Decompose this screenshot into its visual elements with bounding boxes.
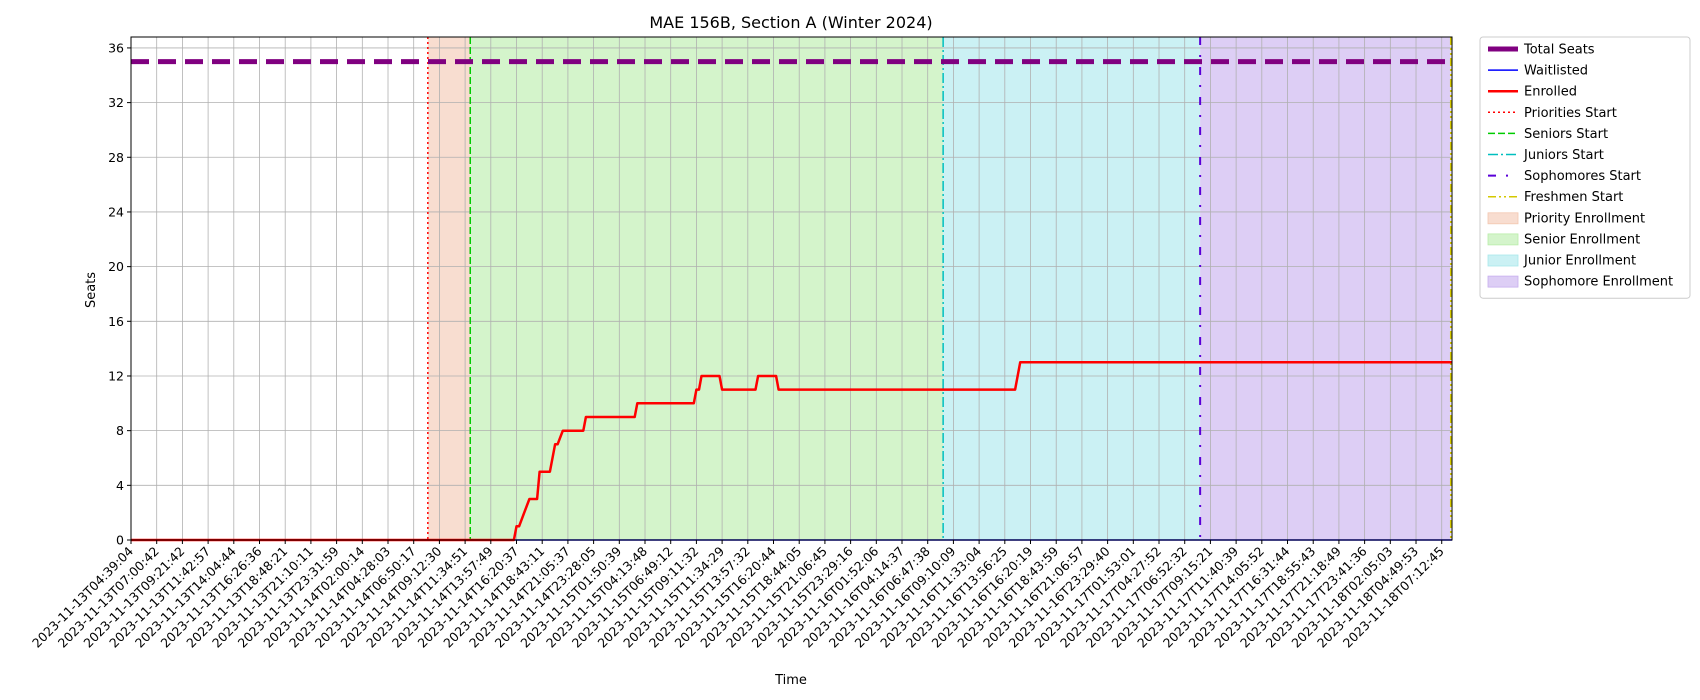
- legend-label-priority-enrollment: Priority Enrollment: [1524, 211, 1645, 226]
- legend-label-enrolled: Enrolled: [1524, 85, 1577, 100]
- legend-swatch-priority-enrollment: [1487, 212, 1519, 225]
- legend-label-sophomore-enrollment: Sophomore Enrollment: [1524, 275, 1673, 290]
- y-tick-label: 8: [116, 423, 124, 438]
- legend-label-senior-enrollment: Senior Enrollment: [1524, 232, 1640, 247]
- y-tick-label: 0: [116, 533, 124, 548]
- legend-label-sophomores-start: Sophomores Start: [1524, 169, 1641, 184]
- region-priority-enrollment: [427, 37, 471, 540]
- y-axis-label: Seats: [84, 272, 99, 308]
- legend-frame: [1479, 36, 1691, 299]
- y-tick-label: 24: [108, 204, 124, 219]
- legend-swatch-junior-enrollment: [1487, 254, 1519, 267]
- legend-label-juniors-start: Juniors Start: [1523, 148, 1604, 163]
- series-enrolled: [131, 361, 1452, 542]
- chart-title: MAE 156B, Section A (Winter 2024): [649, 13, 932, 32]
- legend-swatch-sophomore-enrollment: [1487, 275, 1519, 288]
- y-tick-label: 12: [108, 368, 124, 383]
- legend-label-junior-enrollment: Junior Enrollment: [1523, 254, 1636, 269]
- region-junior-enrollment: [943, 37, 1201, 540]
- y-tick-label: 16: [108, 314, 124, 329]
- region-senior-enrollment: [470, 37, 944, 540]
- y-tick-label: 32: [108, 95, 124, 110]
- y-tick-label: 4: [116, 478, 124, 493]
- legend-label-freshmen-start: Freshmen Start: [1524, 190, 1623, 205]
- y-tick-label: 36: [108, 40, 124, 55]
- chart-legend: Total Seats Waitlisted Enrolled Priorities …: [1479, 36, 1691, 299]
- axes-frame: [130, 36, 1453, 541]
- legend-swatch-senior-enrollment: [1487, 233, 1519, 246]
- legend-label-seniors-start: Seniors Start: [1524, 127, 1608, 142]
- legend-label-priorities-start: Priorities Start: [1524, 106, 1617, 121]
- y-tick-label: 20: [108, 259, 124, 274]
- plot-area: 048121620242832362023-11-13T04:39:042023…: [29, 36, 1453, 651]
- legend-label-waitlisted: Waitlisted: [1524, 64, 1588, 79]
- y-tick-label: 28: [108, 150, 124, 165]
- x-axis-label: Time: [774, 673, 807, 688]
- region-sophomore-enrollment: [1200, 37, 1451, 540]
- legend-label-total-seats: Total Seats: [1523, 43, 1595, 58]
